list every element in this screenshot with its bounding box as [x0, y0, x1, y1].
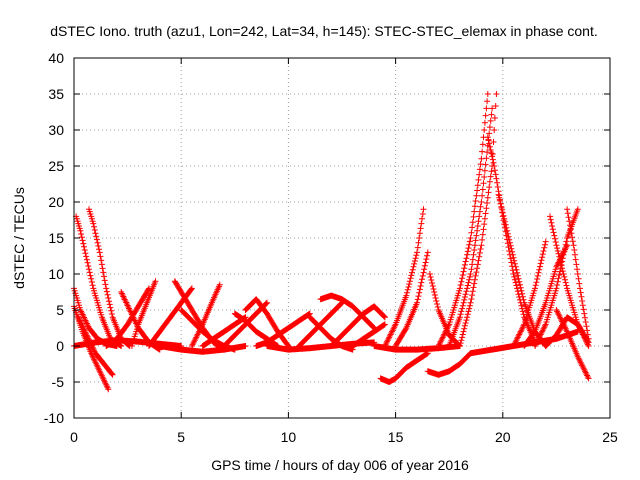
y-tick-label: -5	[52, 374, 65, 390]
series-points	[253, 310, 313, 349]
series-points	[146, 285, 195, 349]
series-points	[532, 206, 581, 349]
series-points	[435, 91, 491, 349]
x-tick-label: 5	[177, 429, 185, 445]
y-tick-label: 20	[48, 194, 64, 210]
series-41	[564, 206, 592, 342]
y-tick-label: 10	[48, 266, 64, 282]
y-tick-label: 15	[48, 230, 64, 246]
series-13	[156, 343, 249, 355]
x-tick-label: 0	[70, 429, 78, 445]
series-points	[377, 350, 431, 385]
series-points	[371, 343, 463, 353]
y-tick-label: 5	[56, 302, 64, 318]
y-axis-label: dSTEC / TECUs	[11, 187, 27, 289]
series-44	[542, 314, 592, 349]
series-points	[128, 278, 159, 349]
series-24	[328, 303, 388, 349]
series-points	[467, 328, 581, 357]
series-points	[306, 314, 356, 353]
y-tick-label: 40	[48, 50, 64, 66]
y-tick-label: 35	[48, 86, 64, 102]
series-33	[446, 105, 496, 349]
grid	[74, 58, 610, 418]
series-29	[371, 343, 463, 353]
x-tick-label: 20	[495, 429, 511, 445]
data-marks	[71, 91, 592, 393]
series-9	[128, 278, 159, 349]
series-points	[456, 91, 500, 349]
series-points	[446, 105, 496, 349]
axes: 0 5 10 15 20 25 -10 -5 0 5 10 15 20 25 30 35 40	[44, 50, 618, 445]
series-22	[306, 314, 356, 353]
series-points	[349, 321, 388, 349]
series-points	[156, 343, 249, 355]
series-43	[467, 328, 581, 357]
series-25	[349, 321, 388, 349]
y-tick-label: 0	[56, 338, 64, 354]
series-points	[564, 206, 592, 342]
series-points	[392, 249, 431, 349]
series-32	[435, 91, 491, 349]
series-7	[103, 285, 152, 349]
y-tick-label: 25	[48, 158, 64, 174]
chart-title: dSTEC Iono. truth (azu1, Lon=242, Lat=34…	[50, 23, 597, 39]
series-28	[392, 249, 431, 349]
x-tick-label: 15	[388, 429, 404, 445]
series-30	[424, 350, 474, 378]
x-tick-label: 10	[281, 429, 297, 445]
series-points	[328, 303, 388, 349]
series-10	[146, 285, 195, 349]
x-axis-label: GPS time / hours of day 006 of year 2016	[211, 457, 469, 473]
series-19	[253, 310, 313, 349]
y-tick-label: 30	[48, 122, 64, 138]
series-26	[377, 350, 431, 385]
series-points	[103, 285, 152, 349]
series-35	[484, 134, 538, 346]
series-points	[542, 314, 592, 349]
series-points	[188, 281, 223, 349]
y-tick-label: -10	[44, 410, 64, 426]
series-34	[456, 91, 500, 349]
series-points	[484, 134, 538, 346]
x-tick-label: 25	[602, 429, 618, 445]
series-points	[424, 350, 474, 378]
series-39	[532, 206, 581, 349]
series-14	[188, 281, 223, 349]
